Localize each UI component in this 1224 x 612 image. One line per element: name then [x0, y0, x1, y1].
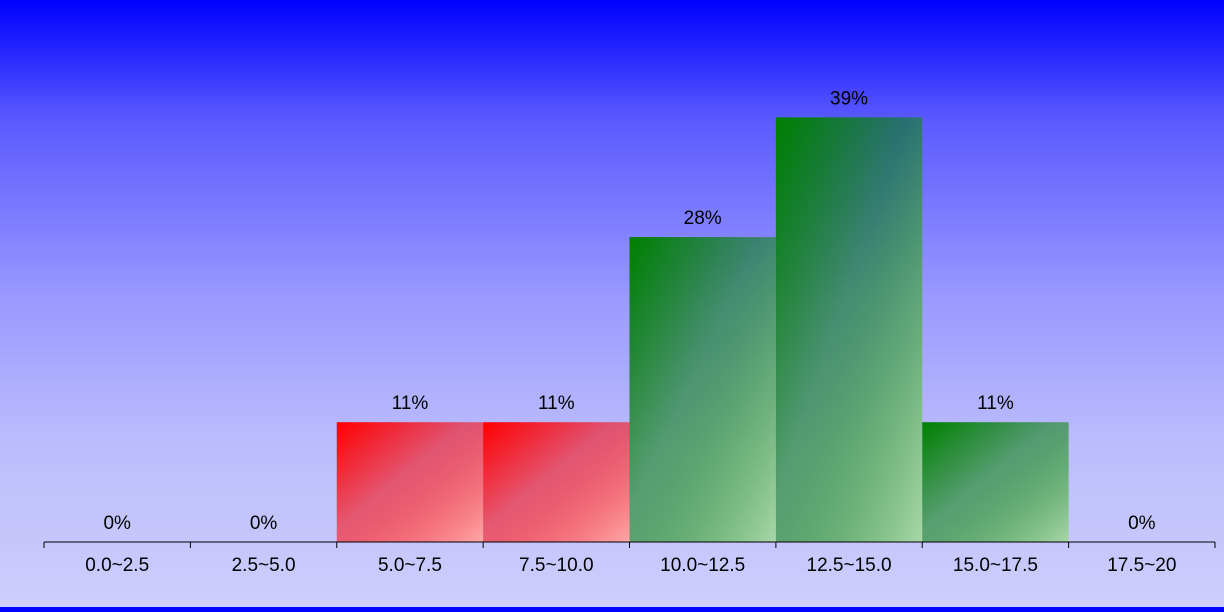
bars-layer	[336, 117, 1069, 543]
x-tick-label-5.0~7.5: 5.0~7.5	[378, 555, 442, 576]
bar-10.0~12.5	[629, 237, 776, 542]
value-label-7.5~10.0: 11%	[538, 393, 575, 414]
x-tick-label-7.5~10.0: 7.5~10.0	[519, 555, 594, 576]
x-tick-label-15.0~17.5: 15.0~17.5	[953, 555, 1038, 576]
x-tick-label-0.0~2.5: 0.0~2.5	[85, 555, 149, 576]
value-label-2.5~5.0: 0%	[250, 513, 278, 534]
value-label-5.0~7.5: 11%	[392, 393, 429, 414]
x-axis: 0.0~2.5 2.5~5.0 5.0~7.5 7.5~10.0 10.0~12.5 12…	[43, 541, 1216, 576]
value-label-0.0~2.5: 0%	[103, 513, 131, 534]
value-label-12.5~15.0: 39%	[830, 88, 868, 109]
value-label-17.5~20: 0%	[1128, 513, 1156, 534]
value-labels-layer: 0% 0% 11% 11% 28% 39% 11% 0%	[103, 88, 1155, 534]
bar-15.0~17.5	[922, 422, 1069, 542]
x-tick-label-2.5~5.0: 2.5~5.0	[232, 555, 296, 576]
x-tick-label-17.5~20: 17.5~20	[1107, 555, 1176, 576]
value-label-15.0~17.5: 11%	[977, 393, 1014, 414]
value-label-10.0~12.5: 28%	[684, 208, 722, 229]
x-tick-label-12.5~15.0: 12.5~15.0	[807, 555, 892, 576]
bar-5.0~7.5	[336, 422, 484, 542]
x-tick-label-10.0~12.5: 10.0~12.5	[660, 555, 745, 576]
bar-7.5~10.0	[483, 422, 630, 542]
bar-12.5~15.0	[775, 117, 923, 543]
